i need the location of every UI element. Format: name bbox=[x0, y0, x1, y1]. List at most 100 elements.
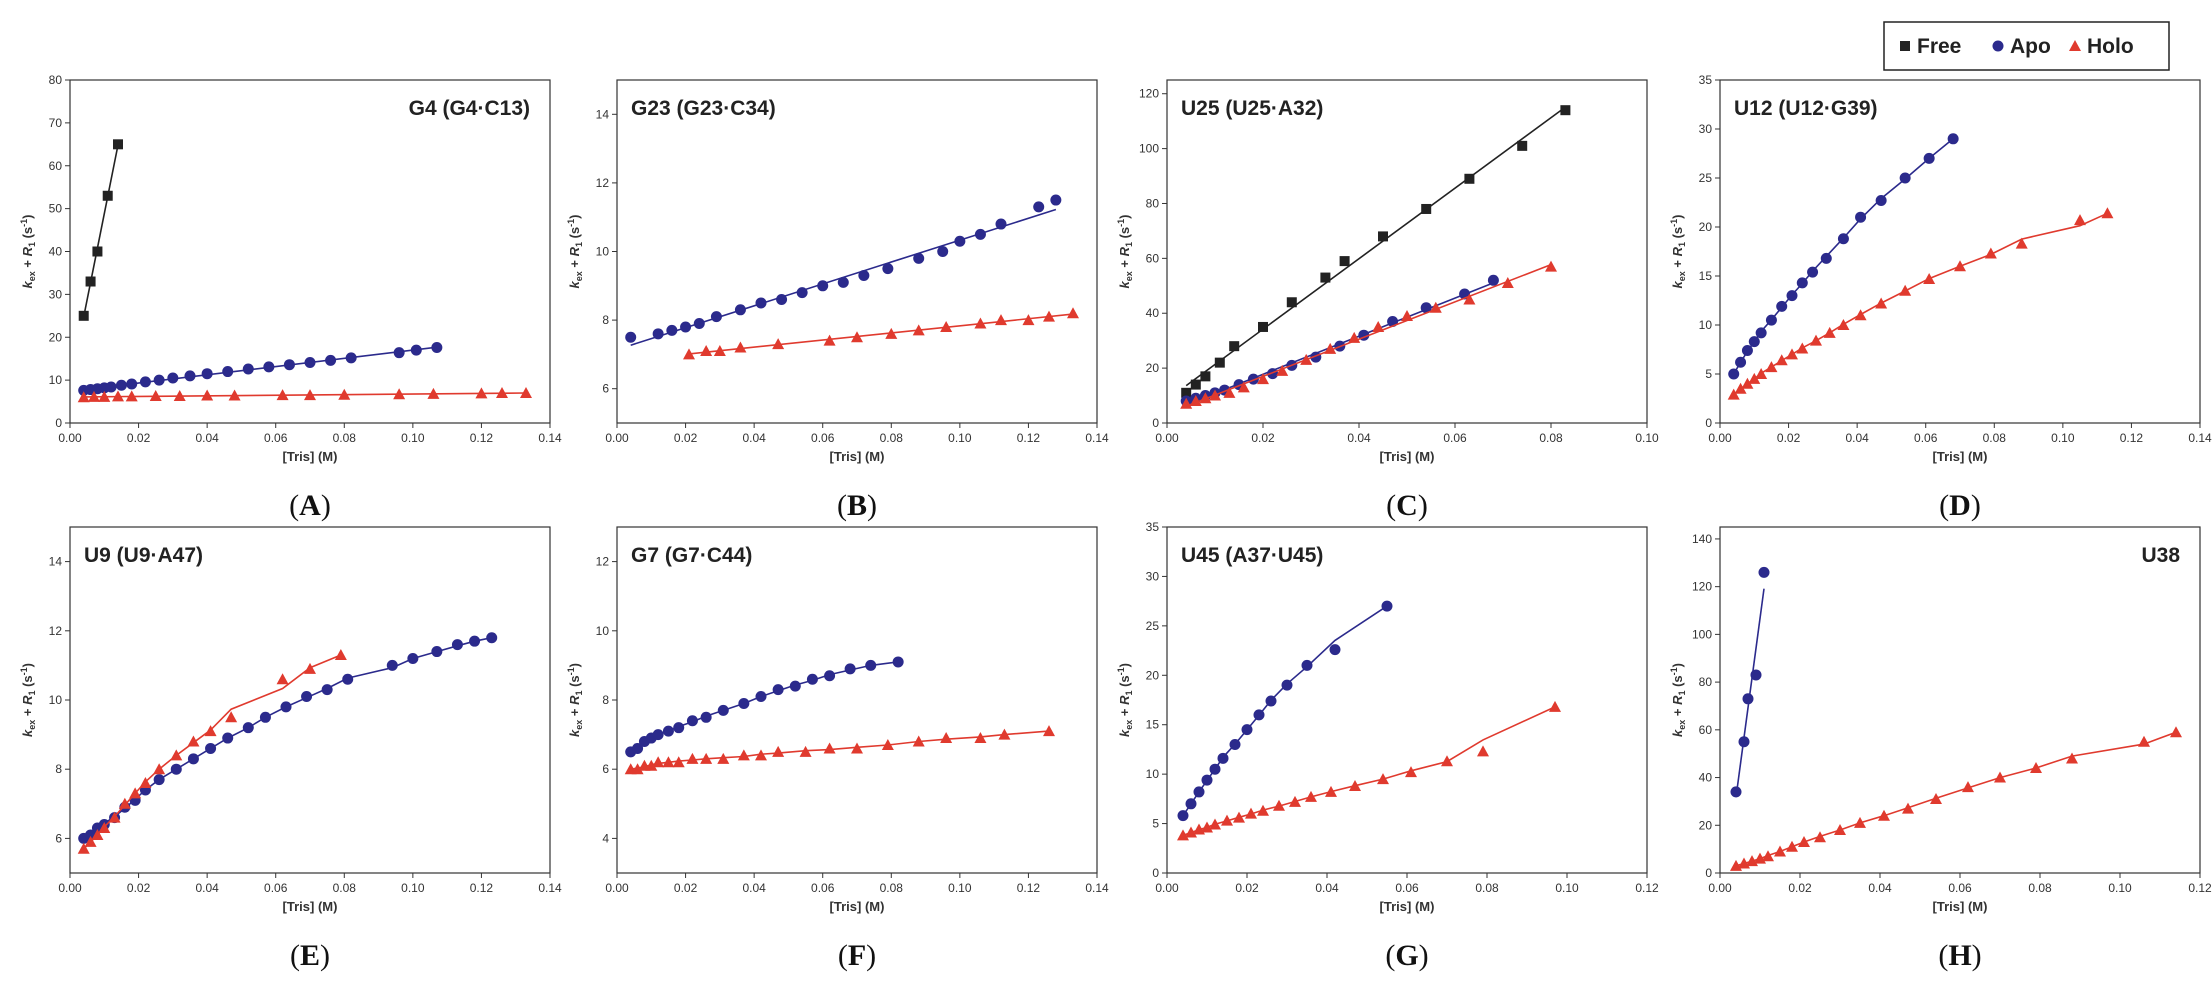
x-tick-label: 0.08 bbox=[880, 881, 904, 895]
data-point-holo bbox=[995, 314, 1007, 326]
fit-line-holo bbox=[1733, 212, 2108, 396]
data-point-holo bbox=[851, 742, 863, 754]
data-point-free bbox=[1190, 379, 1201, 390]
plot-frame bbox=[616, 526, 1098, 874]
y-tick-label: 12 bbox=[596, 176, 610, 190]
data-point-holo bbox=[276, 673, 289, 685]
data-point-free bbox=[1286, 297, 1297, 308]
data-point-holo bbox=[187, 735, 200, 747]
y-tick-label: 0 bbox=[1705, 416, 1712, 430]
data-point-holo bbox=[713, 344, 726, 356]
panel-title: U38 bbox=[2141, 544, 2180, 567]
data-point-apo bbox=[304, 357, 316, 369]
y-tick-label: 6 bbox=[55, 831, 62, 845]
y-tick-label: 120 bbox=[1139, 87, 1159, 101]
plot-frame bbox=[616, 79, 1098, 424]
y-tick-label: 5 bbox=[1152, 817, 1159, 831]
data-point-apo bbox=[393, 347, 405, 359]
data-point-holo bbox=[304, 662, 316, 674]
data-point-apo bbox=[1253, 709, 1265, 721]
data-point-holo bbox=[1798, 835, 1810, 847]
data-point-apo bbox=[1765, 314, 1777, 326]
data-point-apo bbox=[937, 246, 949, 257]
x-tick-label: 0.00 bbox=[605, 881, 629, 895]
data-point-apo bbox=[954, 235, 966, 247]
y-tick-label: 30 bbox=[1699, 122, 1713, 136]
legend-marker-apo bbox=[1992, 40, 2004, 52]
data-point-holo bbox=[823, 742, 836, 754]
data-point-apo bbox=[115, 379, 127, 391]
legend-label-free: Free bbox=[1917, 35, 1961, 58]
data-point-free bbox=[113, 139, 123, 150]
x-tick-label: 0.06 bbox=[1443, 431, 1467, 445]
data-point-holo bbox=[1372, 320, 1385, 332]
x-tick-label: 0.06 bbox=[811, 431, 835, 445]
legend-label-apo: Apo bbox=[2010, 35, 2051, 58]
y-tick-label: 35 bbox=[1699, 73, 1713, 87]
x-tick-label: 0.10 bbox=[948, 881, 972, 895]
panel-label-g: (G) bbox=[1385, 939, 1428, 972]
x-axis-label: [Tris] (M) bbox=[283, 899, 338, 914]
data-point-holo bbox=[1324, 342, 1337, 354]
data-point-apo bbox=[1050, 194, 1062, 206]
y-axis-label: kex + R1 (s-1) bbox=[1669, 214, 1687, 288]
legend-label-holo: Holo bbox=[2087, 35, 2134, 58]
fit-line-holo bbox=[83, 392, 527, 398]
data-point-holo bbox=[1814, 831, 1826, 843]
data-point-holo bbox=[912, 735, 925, 747]
data-point-holo bbox=[1954, 260, 1966, 272]
data-point-holo bbox=[1837, 319, 1850, 330]
y-tick-label: 10 bbox=[596, 624, 610, 638]
data-point-holo bbox=[1796, 342, 1809, 354]
x-tick-label: 0.10 bbox=[1635, 431, 1659, 445]
data-point-apo bbox=[1329, 644, 1341, 656]
data-point-holo bbox=[77, 391, 90, 403]
y-tick-label: 10 bbox=[596, 245, 610, 259]
x-tick-label: 0.08 bbox=[1475, 881, 1499, 895]
x-tick-label: 0.04 bbox=[1347, 431, 1371, 445]
data-point-apo bbox=[673, 722, 685, 734]
data-point-holo bbox=[1221, 814, 1233, 826]
data-point-holo bbox=[974, 317, 987, 329]
data-point-holo bbox=[2030, 762, 2042, 774]
data-point-apo bbox=[1820, 252, 1832, 264]
data-point-holo bbox=[1878, 809, 1890, 821]
data-point-holo bbox=[84, 835, 97, 847]
data-point-apo bbox=[858, 270, 870, 282]
chart-panel-h: 0.00 0.02 0.04 0.06 0.08 0.10 0.12 0 20 40 60 80 100… bbox=[1669, 526, 2212, 972]
data-point-free bbox=[78, 310, 89, 321]
y-tick-label: 70 bbox=[49, 116, 63, 130]
data-point-holo bbox=[2066, 752, 2078, 764]
chart-panel-e: 0.00 0.02 0.04 0.06 0.08 0.10 0.12 0.14 6 8 10 12 14… bbox=[19, 526, 562, 972]
data-point-holo bbox=[1233, 811, 1245, 823]
data-point-holo bbox=[1209, 389, 1221, 401]
data-point-apo bbox=[1735, 356, 1747, 368]
data-point-apo bbox=[407, 652, 419, 664]
y-tick-label: 15 bbox=[1699, 269, 1713, 283]
data-point-apo bbox=[259, 711, 271, 723]
y-tick-label: 100 bbox=[1692, 627, 1712, 641]
data-point-holo bbox=[1549, 700, 1561, 712]
data-point-apo bbox=[1875, 195, 1887, 207]
data-point-holo bbox=[1325, 785, 1337, 797]
data-point-apo bbox=[1741, 344, 1753, 356]
y-tick-label: 0 bbox=[1152, 866, 1159, 880]
y-axis-label: kex + R1 (s-1) bbox=[1116, 663, 1134, 737]
data-point-apo bbox=[345, 352, 357, 364]
data-point-holo bbox=[98, 822, 111, 834]
data-point-apo bbox=[1786, 290, 1798, 302]
plot-frame bbox=[1719, 79, 2201, 424]
panel-label-e: (E) bbox=[290, 939, 330, 972]
y-tick-label: 40 bbox=[1146, 306, 1160, 320]
x-tick-label: 0.12 bbox=[1017, 431, 1041, 445]
plot-frame bbox=[1166, 79, 1648, 424]
y-tick-label: 8 bbox=[602, 313, 609, 327]
data-point-holo bbox=[1067, 307, 1079, 319]
data-point-holo bbox=[173, 389, 186, 401]
data-point-holo bbox=[1405, 766, 1417, 778]
fit-line-free bbox=[82, 144, 119, 318]
x-tick-label: 0.14 bbox=[538, 431, 562, 445]
x-tick-label: 0.12 bbox=[470, 881, 494, 895]
x-tick-label: 0.02 bbox=[127, 431, 151, 445]
y-tick-label: 15 bbox=[1146, 718, 1160, 732]
